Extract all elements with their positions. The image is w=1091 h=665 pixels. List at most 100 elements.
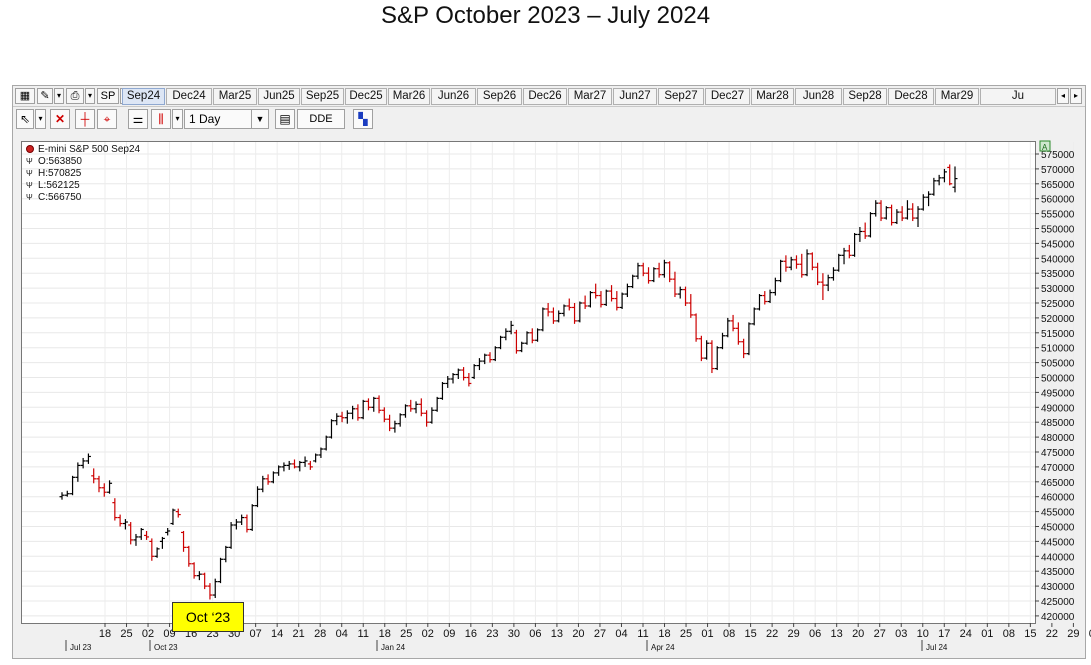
paint-icon[interactable]: ✎ [37,88,53,104]
ohlc-bar [91,468,97,484]
ohlc-bar [149,538,155,561]
ohlc-bar [122,519,128,530]
x-tick-label: 29 [788,628,800,640]
tab-sep28[interactable]: Sep28 [843,88,887,105]
ohlc-bar-icon: Ψ [26,169,33,178]
y-tick-label: 495000 [1041,388,1075,399]
ohlc-bar [302,456,308,467]
ohlc-bar [429,407,435,424]
tab-mar27[interactable]: Mar27 [568,88,612,105]
interval-select[interactable]: 1 Day [184,109,268,129]
ohlc-bar [894,209,900,225]
ohlc-bar [344,410,350,424]
x-tick-label: 11 [358,628,369,640]
ohlc-bar [181,530,187,552]
scroll-left-icon[interactable]: ◂ [1057,88,1069,104]
crosshair-icon[interactable]: ┼ [75,109,95,129]
y-tick-label: 485000 [1041,418,1075,429]
ohlc-bar [619,292,625,309]
x-tick-label: 02 [142,628,154,640]
ohlc-bar [223,545,229,563]
x-tick-label: 03 [895,628,907,640]
y-tick-label: 465000 [1041,478,1075,489]
ohlc-bar [572,303,578,324]
x-tick-label: 27 [874,628,886,640]
chart-style-icon[interactable]: ⚌ [128,109,148,129]
ohlc-bar [70,475,76,496]
interval-dropdown-icon[interactable]: ▼ [251,109,269,129]
cursor-dropdown-icon[interactable]: ▾ [35,109,46,129]
chart-settings-icon[interactable]: ▦ [15,88,35,104]
tab-dec27[interactable]: Dec27 [705,88,750,105]
x-tick-label: 30 [508,628,520,640]
y-tick-label: 460000 [1041,493,1075,504]
tab-sep24[interactable]: Sep24 [122,88,165,105]
scroll-right-icon[interactable]: ▸ [1070,88,1082,104]
x-tick-label: 02 [422,628,434,640]
x-tick-label: 15 [744,628,756,640]
y-tick-label: 565000 [1041,180,1075,191]
ohlc-bar [233,519,239,530]
ohlc-bar [735,322,741,345]
tab-jun25[interactable]: Jun25 [258,88,300,105]
ohlc-bar [334,413,340,426]
table-icon[interactable]: ▤ [275,109,295,129]
print-dropdown-icon[interactable]: ▾ [85,88,95,104]
ohlc-bar [75,462,81,482]
tab-ju[interactable]: Ju [980,88,1056,105]
tab-dec24[interactable]: Dec24 [166,88,212,105]
ohlc-bar [714,346,720,371]
tab-mar26[interactable]: Mar26 [388,88,430,105]
print-icon[interactable]: ⎙ [66,88,84,104]
x-tick-label: 25 [680,628,692,640]
cursor-icon[interactable]: ⇖ [16,109,34,129]
tab-jun26[interactable]: Jun26 [431,88,476,105]
tab-mar29[interactable]: Mar29 [935,88,979,105]
x-tick-label: 04 [615,628,627,640]
ohlc-bar [624,283,630,298]
tab-jun27[interactable]: Jun27 [613,88,657,105]
ohlc-bar-icon: Ψ [26,157,33,166]
ohlc-bar [788,256,794,271]
tab-mar28[interactable]: Mar28 [751,88,794,105]
x-tick-label: 11 [637,628,648,640]
ohlc-bar [281,462,287,472]
dde-button[interactable]: DDE [297,109,345,129]
x-tick-label: 15 [1024,628,1036,640]
delete-icon[interactable]: ✕ [50,109,70,129]
y-tick-label: 570000 [1041,165,1075,176]
x-tick-label: 09 [443,628,455,640]
ohlc-bar [297,460,303,472]
symbol-button[interactable]: SP [97,88,119,104]
month-label: Jul 23 [70,643,92,652]
y-tick-label: 545000 [1041,239,1075,250]
ohlc-bar [424,410,430,427]
tab-mar25[interactable]: Mar25 [213,88,257,105]
tab-jun28[interactable]: Jun28 [795,88,842,105]
ohlc-bar [144,530,150,540]
crosshair-snap-icon[interactable]: ⌖ [97,109,117,129]
tab-dec28[interactable]: Dec28 [888,88,934,105]
color-scheme-icon[interactable]: ▚ [353,109,373,129]
x-tick-label: 04 [336,628,348,640]
ohlc-bar [239,514,245,526]
ohlc-bar [249,504,255,531]
ohlc-bar [609,285,615,302]
tab-sep26[interactable]: Sep26 [477,88,522,105]
tab-sep25[interactable]: Sep25 [301,88,344,105]
ohlc-bar [889,204,895,226]
ohlc-bar [830,267,836,281]
ohlc-bar [159,536,165,549]
tab-dec26[interactable]: Dec26 [523,88,567,105]
chart-type-dropdown-icon[interactable]: ▾ [172,109,183,129]
ohlc-bar [836,253,842,272]
ohlc-bar [276,465,282,476]
ohlc-bar [291,459,297,469]
tab-sep27[interactable]: Sep27 [658,88,704,105]
bar-chart-icon[interactable]: ⫼ [151,109,171,129]
ohlc-bar [741,338,747,359]
y-tick-label: 550000 [1041,225,1075,236]
tab-dec25[interactable]: Dec25 [345,88,387,105]
dropdown-arrow-icon[interactable]: ▾ [54,88,64,104]
x-tick-label: 22 [766,628,778,640]
